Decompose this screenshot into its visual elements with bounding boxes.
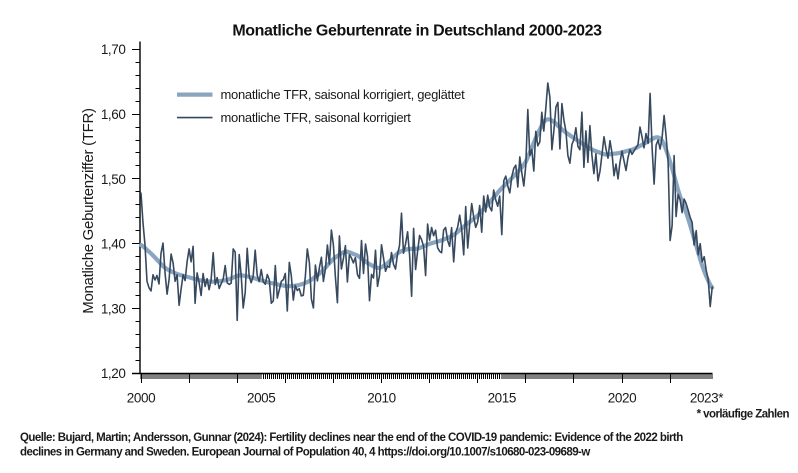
svg-text:Monatliche Geburtenrate in Deu: Monatliche Geburtenrate in Deutschland 2… [232,23,602,40]
svg-text:monatliche TFR, saisonal korri: monatliche TFR, saisonal korrigiert, geg… [221,87,466,102]
svg-text:Quelle: Bujard, Martin; Anders: Quelle: Bujard, Martin; Andersson, Gunna… [20,432,683,444]
svg-text:* vorläufige Zahlen: * vorläufige Zahlen [697,409,790,421]
svg-text:Monatliche Geburtenziffer (TFR: Monatliche Geburtenziffer (TFR) [80,108,97,314]
svg-text:2010: 2010 [367,391,395,406]
svg-text:1,50: 1,50 [101,172,126,187]
svg-text:2000: 2000 [127,391,155,406]
svg-text:2023*: 2023* [690,391,724,406]
svg-text:2005: 2005 [247,391,275,406]
svg-text:declines in Germany and Sweden: declines in Germany and Sweden. European… [20,447,590,459]
svg-text:1,20: 1,20 [101,366,126,381]
svg-text:1,30: 1,30 [101,301,126,316]
svg-text:1,40: 1,40 [101,237,126,252]
svg-text:2015: 2015 [488,391,516,406]
svg-text:1,60: 1,60 [101,107,126,122]
svg-text:2020: 2020 [608,391,636,406]
svg-text:1,70: 1,70 [101,42,126,57]
svg-text:monatliche TFR, saisonal korri: monatliche TFR, saisonal korrigiert [221,110,412,125]
